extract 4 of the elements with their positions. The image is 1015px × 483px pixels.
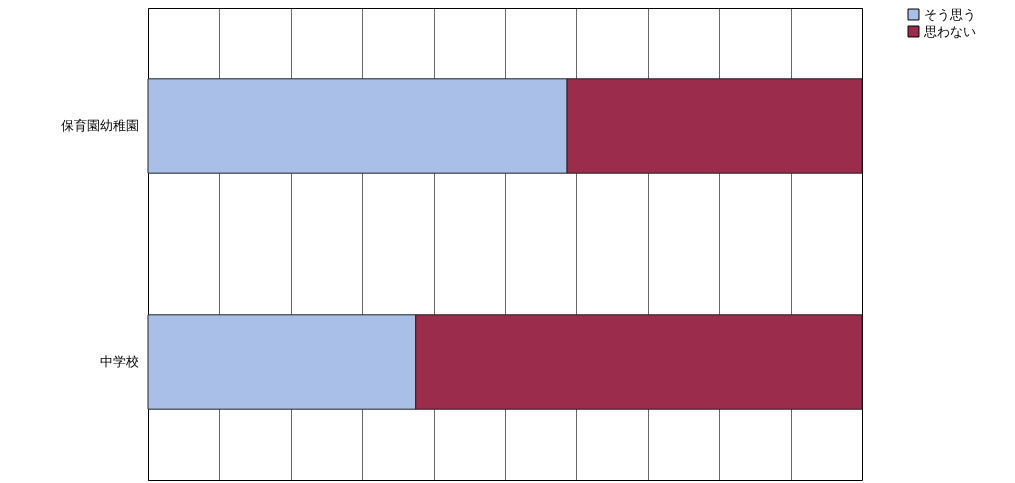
y-tick-label: 中学校 [99, 354, 139, 369]
legend-label: 思わない [923, 23, 976, 39]
legend-label: そう思う [924, 6, 976, 22]
y-tick-label: 保育園幼稚園 [60, 118, 139, 133]
